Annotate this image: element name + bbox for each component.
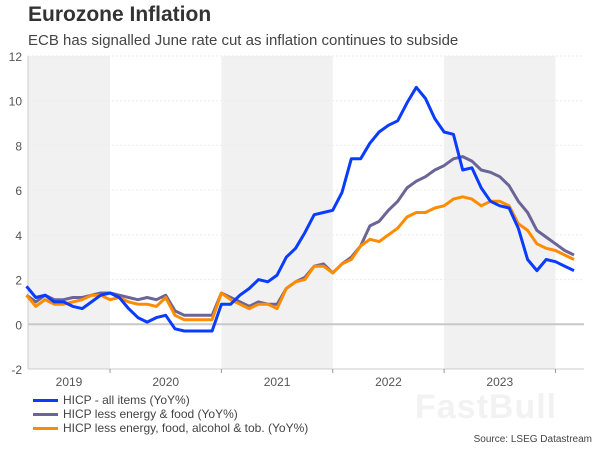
legend-swatch — [33, 426, 58, 430]
chart-subtitle: ECB has signalled June rate cut as infla… — [28, 32, 459, 49]
legend-label: HICP - all items (YoY%) — [63, 393, 190, 407]
watermark-logo: FastBull — [415, 388, 558, 426]
year-band-2019 — [28, 56, 111, 369]
y-tick-label: 0 — [15, 318, 22, 332]
y-tick-label: 4 — [15, 229, 22, 243]
year-band-2023 — [444, 56, 556, 369]
x-tick-label: 2022 — [375, 375, 402, 389]
source-note: Source: LSEG Datastream — [473, 434, 592, 445]
y-tick-label: 10 — [9, 95, 23, 109]
x-tick-label: 2019 — [56, 375, 83, 389]
legend-item-hicp-all: HICP - all items (YoY%) — [33, 393, 190, 407]
y-tick-label: 2 — [15, 274, 22, 288]
x-tick-label: 2021 — [264, 375, 291, 389]
legend-swatch — [33, 412, 58, 416]
line-chart: -2 0 2 4 6 8 10 12 2019 2020 2021 2022 2023 — [9, 50, 584, 389]
series-line-0 — [25, 85, 575, 333]
y-tick-label: -2 — [11, 363, 22, 377]
x-tick-label: 2020 — [152, 375, 179, 389]
y-tick-label: 8 — [15, 139, 22, 153]
x-tick-label: 2023 — [486, 375, 513, 389]
chart-title: Eurozone Inflation — [28, 3, 212, 26]
legend-item-hicp-core-ex-alc: HICP less energy, food, alcohol & tob. (… — [33, 421, 308, 435]
y-tick-label: 6 — [15, 184, 22, 198]
year-band-2021 — [221, 56, 333, 369]
legend-label: HICP less energy, food, alcohol & tob. (… — [63, 421, 309, 435]
legend-item-hicp-core: HICP less energy & food (YoY%) — [33, 407, 238, 421]
legend-label: HICP less energy & food (YoY%) — [63, 407, 238, 421]
y-tick-label: 12 — [9, 50, 23, 64]
legend-swatch — [33, 398, 58, 402]
